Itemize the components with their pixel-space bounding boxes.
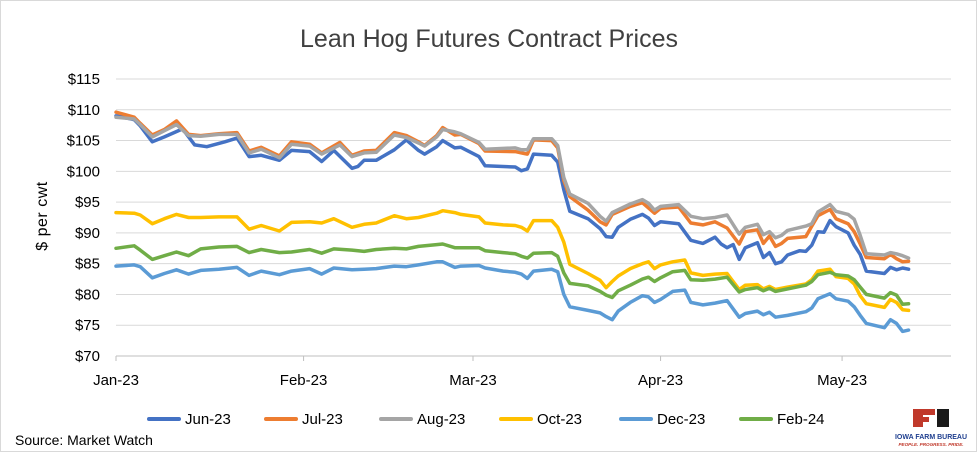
y-tick-label: $90 <box>75 225 100 242</box>
logo-block-top <box>913 409 935 415</box>
y-tick-label: $75 <box>75 317 100 334</box>
legend-label-oct-23: Oct-23 <box>537 411 582 428</box>
x-axis-ticks: Jan-23 Feb-23 Mar-23 Apr-23 May-23 <box>93 356 867 389</box>
y-tick-label: $115 <box>68 71 100 88</box>
chart-title: Lean Hog Futures Contract Prices <box>300 25 678 53</box>
x-tick-label: Mar-23 <box>449 372 497 389</box>
x-tick-label: Apr-23 <box>638 372 683 389</box>
y-tick-label: $85 <box>75 256 100 273</box>
iowa-farm-bureau-logo: IOWA FARM BUREAU PEOPLE. PROGRESS. PRIDE… <box>895 409 967 447</box>
logo-text: IOWA FARM BUREAU <box>895 434 967 441</box>
y-tick-label: $110 <box>68 102 100 119</box>
series-line-oct-23 <box>114 208 911 313</box>
x-tick-label: Feb-23 <box>280 372 328 389</box>
series-group <box>114 110 911 334</box>
legend: Jun-23 Jul-23 Aug-23 Oct-23 Dec-23 Feb-24 <box>147 411 825 428</box>
y-axis-ticks: $70 $75 $80 $85 $90 $95 $100 $105 $110 $115 <box>67 71 100 365</box>
legend-label-jul-23: Jul-23 <box>302 411 343 428</box>
series-line-jun-23 <box>114 114 911 276</box>
y-tick-label: $100 <box>67 163 100 180</box>
legend-label-aug-23: Aug-23 <box>417 411 465 428</box>
x-tick-label: May-23 <box>817 372 867 389</box>
x-tick-label: Jan-23 <box>93 372 139 389</box>
source-note: Source: Market Watch <box>15 432 153 448</box>
legend-label-feb-24: Feb-24 <box>777 411 825 428</box>
y-tick-label: $95 <box>75 194 100 211</box>
y-axis-label: $ per cwt <box>34 181 51 250</box>
logo-tagline: PEOPLE. PROGRESS. PRIDE. <box>898 442 963 447</box>
y-tick-label: $80 <box>75 286 100 303</box>
gridlines <box>116 78 951 326</box>
logo-block-right <box>937 409 949 427</box>
logo-block-mid <box>913 417 929 422</box>
y-tick-label: $70 <box>75 348 100 365</box>
series-line-aug-23 <box>114 115 911 260</box>
series-line-dec-23 <box>114 260 911 334</box>
y-tick-label: $105 <box>67 133 100 150</box>
legend-label-jun-23: Jun-23 <box>185 411 231 428</box>
legend-label-dec-23: Dec-23 <box>657 411 705 428</box>
series-line-feb-24 <box>114 242 911 307</box>
